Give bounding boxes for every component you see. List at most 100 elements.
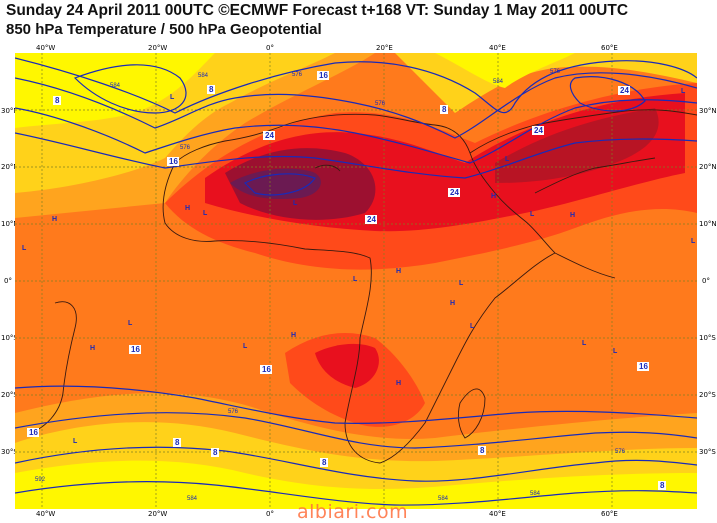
geopot-label-12: 584 (530, 491, 541, 497)
geopot-label-1: 576 (180, 145, 191, 151)
centre-15: H (570, 212, 575, 219)
svg-text:16: 16 (169, 157, 178, 166)
lon-tick-40e: 40°E (489, 44, 506, 52)
isotherm-label-7: 16 (129, 345, 141, 354)
lat-tick-right-0: 0° (702, 277, 710, 285)
centre-9: H (90, 345, 95, 352)
lon-tick-bottom-40e: 40°E (489, 510, 506, 518)
svg-text:8: 8 (322, 458, 327, 467)
lat-tick-right-10s: 10°S (699, 334, 716, 342)
isotherm-label-4: 24 (532, 126, 544, 135)
lat-tick-left-20n: 20°N (1, 163, 19, 171)
lat-tick-left-0: 0° (4, 277, 12, 285)
geopot-label-8: 584 (187, 496, 198, 502)
svg-text:8: 8 (442, 105, 447, 114)
lat-tick-right-10n: 10°N (699, 220, 717, 228)
isotherm-label-17: 8 (658, 481, 666, 490)
svg-text:16: 16 (262, 365, 271, 374)
svg-text:8: 8 (209, 85, 214, 94)
lat-tick-left-10s: 10°S (1, 334, 18, 342)
centre-3: L (293, 200, 298, 207)
centre-19: H (450, 300, 455, 307)
lon-tick-bottom-0: 0° (266, 510, 274, 518)
geopot-label-4: 584 (493, 79, 504, 85)
isotherm-label-0: 16 (317, 71, 329, 80)
lon-tick-bottom-40w: 40°W (36, 510, 56, 518)
watermark: albiari.com (297, 501, 409, 523)
svg-text:8: 8 (660, 481, 665, 490)
grid (15, 53, 697, 509)
pressure-centres: L H L L H L L H L H H L H L L H L H L H … (22, 88, 696, 445)
svg-text:8: 8 (175, 438, 180, 447)
isotherm-label-14: 8 (211, 448, 219, 457)
lat-tick-right-30n: 30°N (699, 107, 717, 115)
geopotential-contours (15, 57, 697, 506)
lon-tick-40w: 40°W (36, 44, 56, 52)
centre-11: L (243, 343, 248, 350)
map-title: Sunday 24 April 2011 00UTC ©ECMWF Foreca… (6, 2, 629, 19)
geopot-label-11: 592 (35, 477, 46, 483)
centre-4: H (52, 216, 57, 223)
svg-text:24: 24 (534, 126, 543, 135)
isotherm-label-10: 8 (53, 96, 61, 105)
svg-text:16: 16 (131, 345, 140, 354)
centre-5: L (22, 245, 27, 252)
temp-field-coldest-ne (435, 53, 575, 88)
lat-tick-left-10n: 10°N (1, 220, 19, 228)
svg-text:16: 16 (639, 362, 648, 371)
centre-2: L (203, 210, 208, 217)
temp-field-very-hot-south (315, 343, 379, 388)
isotherm-label-6: 16 (167, 157, 179, 166)
temp-field-extreme-arabia (495, 108, 659, 183)
isotherm-label-8: 16 (260, 365, 272, 374)
lon-tick-60e: 60°E (601, 44, 618, 52)
lon-tick-bottom-60e: 60°E (601, 510, 618, 518)
isotherm-label-18: 16 (637, 362, 649, 371)
geopot-label-7: 576 (228, 409, 239, 415)
lat-tick-right-20s: 20°S (699, 391, 716, 399)
forecast-map: 16 24 24 24 24 24 16 16 16 16 8 8 8 8 8 … (15, 53, 697, 509)
isotherm-label-2: 24 (365, 215, 377, 224)
geopot-label-9: 584 (438, 496, 449, 502)
svg-text:24: 24 (367, 215, 376, 224)
centre-14: L (691, 238, 696, 245)
lon-tick-bottom-20w: 20°W (148, 510, 168, 518)
centre-23: L (681, 88, 686, 95)
lon-tick-20e: 20°E (376, 44, 393, 52)
centre-1: H (185, 205, 190, 212)
centre-22: L (459, 280, 464, 287)
centre-6: L (353, 276, 358, 283)
lat-tick-right-30s: 30°S (699, 448, 716, 456)
centre-16: L (530, 211, 535, 218)
svg-text:16: 16 (319, 71, 328, 80)
svg-text:16: 16 (29, 428, 38, 437)
isotherm-label-11: 8 (207, 85, 215, 94)
isotherm-label-5: 24 (618, 86, 630, 95)
lon-tick-20w: 20°W (148, 44, 168, 52)
geopotential-labels: 584 576 576 576 584 576 584 576 584 584 … (35, 69, 626, 502)
isotherm-label-12: 8 (440, 105, 448, 114)
svg-text:24: 24 (450, 188, 459, 197)
isotherm-label-13: 8 (173, 438, 181, 447)
geopot-label-2: 576 (292, 72, 303, 78)
geopot-label-3: 576 (375, 101, 386, 107)
isotherm-label-3: 24 (448, 188, 460, 197)
isotherm-label-16: 8 (478, 446, 486, 455)
centre-7: H (396, 268, 401, 275)
centre-18: L (582, 340, 587, 347)
isotherm-label-15: 8 (320, 458, 328, 467)
svg-text:8: 8 (55, 96, 60, 105)
centre-0: L (170, 94, 175, 101)
geopot-label-0: 584 (110, 83, 121, 89)
lat-tick-left-30n: 30°N (1, 107, 19, 115)
centre-20: L (470, 323, 475, 330)
temperature-labels: 16 24 24 24 24 24 16 16 16 16 8 8 8 8 8 … (27, 71, 666, 490)
lat-tick-left-20s: 20°S (1, 391, 18, 399)
centre-17: H (491, 193, 496, 200)
isotherm-label-1: 24 (263, 131, 275, 140)
centre-8: L (128, 320, 133, 327)
svg-text:8: 8 (480, 446, 485, 455)
coastline (29, 109, 697, 464)
lat-tick-right-20n: 20°N (699, 163, 717, 171)
svg-text:24: 24 (620, 86, 629, 95)
